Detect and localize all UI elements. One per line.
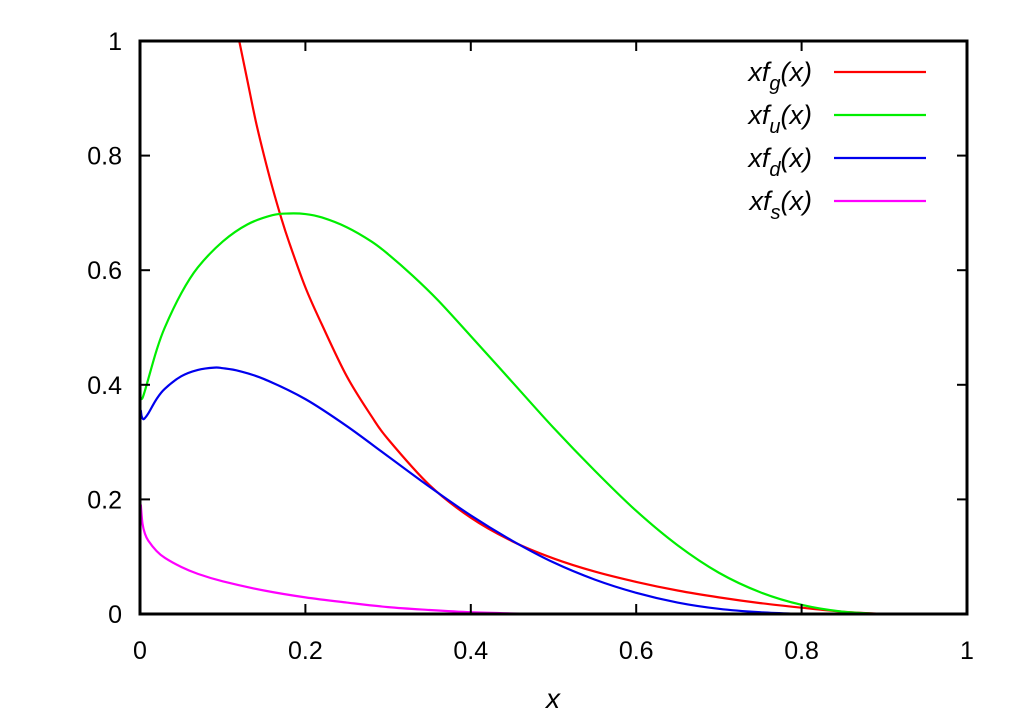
- series-line-s: [140, 504, 555, 614]
- series-line-d: [140, 366, 803, 614]
- x-axis-label: x: [544, 683, 561, 714]
- series-line-u: [140, 212, 886, 614]
- y-tick-label: 0.6: [87, 257, 122, 285]
- plot-frame: [138, 39, 969, 616]
- legend-label-u: xfu(x): [746, 100, 812, 138]
- x-tick-label: 0.2: [288, 637, 323, 665]
- axis-ticks: [139, 40, 968, 615]
- x-tick-label: 0.8: [784, 637, 819, 665]
- x-tick-label: 0.4: [453, 637, 488, 665]
- x-tick-label: 0: [133, 637, 147, 665]
- y-tick-label: 1: [108, 28, 122, 56]
- x-tick-labels: 0 0.2 0.4 0.6 0.8 1: [133, 637, 974, 665]
- legend-label-d: xfd(x): [746, 143, 812, 181]
- y-tick-label: 0.2: [87, 486, 122, 514]
- y-tick-labels: 0 0.2 0.4 0.6 0.8 1: [87, 28, 122, 629]
- series-lines: [140, 41, 886, 614]
- legend-label-s: xfs(x): [748, 186, 813, 224]
- legend-label-g: xfg(x): [746, 57, 812, 95]
- x-tick-label: 0.6: [619, 637, 654, 665]
- y-tick-label: 0.4: [87, 372, 122, 400]
- x-tick-label: 1: [960, 637, 974, 665]
- y-tick-label: 0: [108, 601, 122, 629]
- y-tick-label: 0.8: [87, 143, 122, 171]
- legend: xfg(x) xfu(x) xfd(x) xfs(x): [746, 57, 926, 224]
- series-line-g: [238, 41, 886, 614]
